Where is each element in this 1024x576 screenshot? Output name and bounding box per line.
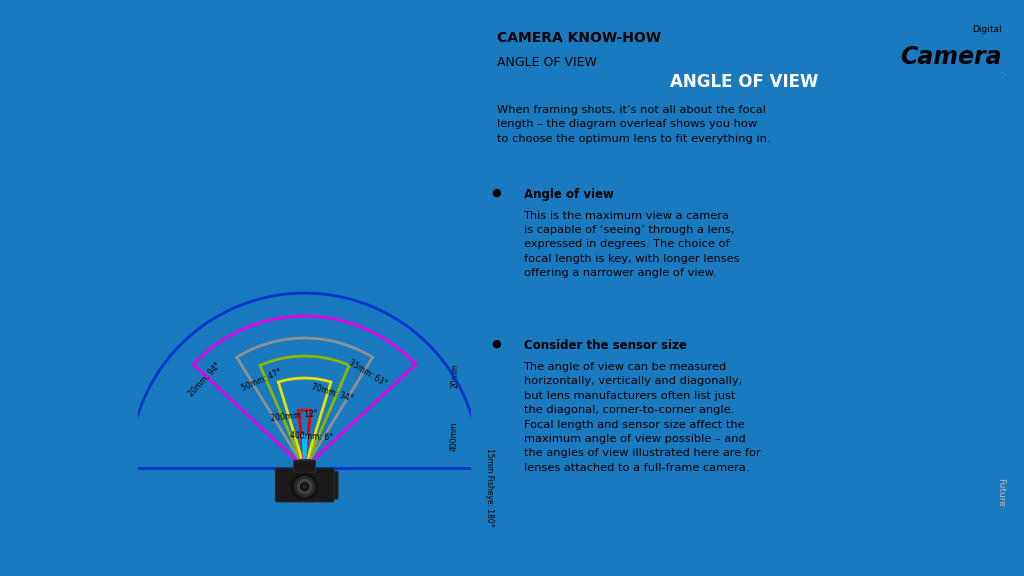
Text: 200mm: 12°: 200mm: 12°	[270, 410, 318, 423]
Text: Consider the sensor size: Consider the sensor size	[523, 339, 686, 352]
Text: Future: Future	[995, 478, 1005, 507]
Text: ANGLE OF VIEW: ANGLE OF VIEW	[497, 55, 597, 69]
Text: 15mm Fisheye: 180°: 15mm Fisheye: 180°	[485, 448, 495, 526]
Text: Focal lengths
and angles of
view visualised: Focal lengths and angles of view visuali…	[154, 498, 254, 545]
Circle shape	[292, 473, 317, 499]
Bar	[299, 458, 310, 461]
Text: 20mm: 94°: 20mm: 94°	[187, 361, 223, 399]
Text: ●: ●	[492, 188, 501, 198]
Text: When framing shots, it’s not all about the focal
length – the diagram overleaf s: When framing shots, it’s not all about t…	[497, 105, 770, 144]
Text: ANGLE OF VIEW: ANGLE OF VIEW	[670, 73, 818, 91]
Text: 20mm: 20mm	[450, 363, 459, 388]
Text: CAMERA KNOW-HOW: CAMERA KNOW-HOW	[497, 31, 660, 45]
Text: ●: ●	[492, 339, 501, 349]
Text: Digital: Digital	[973, 25, 1002, 35]
Text: 400mm: 400mm	[450, 422, 459, 452]
Text: This is the maximum view a camera
is capable of ‘seeing’ through a lens,
express: This is the maximum view a camera is cap…	[523, 211, 739, 278]
FancyBboxPatch shape	[275, 468, 334, 502]
Text: 50mm: 47°: 50mm: 47°	[240, 367, 283, 392]
Text: 400mm: 6°: 400mm: 6°	[290, 431, 333, 442]
Circle shape	[303, 484, 306, 488]
Circle shape	[301, 483, 308, 491]
Text: Angle of view: Angle of view	[523, 188, 613, 200]
FancyBboxPatch shape	[330, 471, 338, 499]
Text: 35mm: 63°: 35mm: 63°	[347, 358, 388, 388]
Text: The angle of view can be measured
horizontally, vertically and diagonally,
but l: The angle of view can be measured horizo…	[523, 362, 760, 473]
Bar	[486, 66, 1002, 97]
Circle shape	[298, 480, 311, 494]
Circle shape	[295, 476, 314, 497]
Text: 70mm: 34°: 70mm: 34°	[310, 382, 354, 404]
FancyBboxPatch shape	[294, 460, 315, 472]
Text: Camera: Camera	[900, 44, 1002, 69]
